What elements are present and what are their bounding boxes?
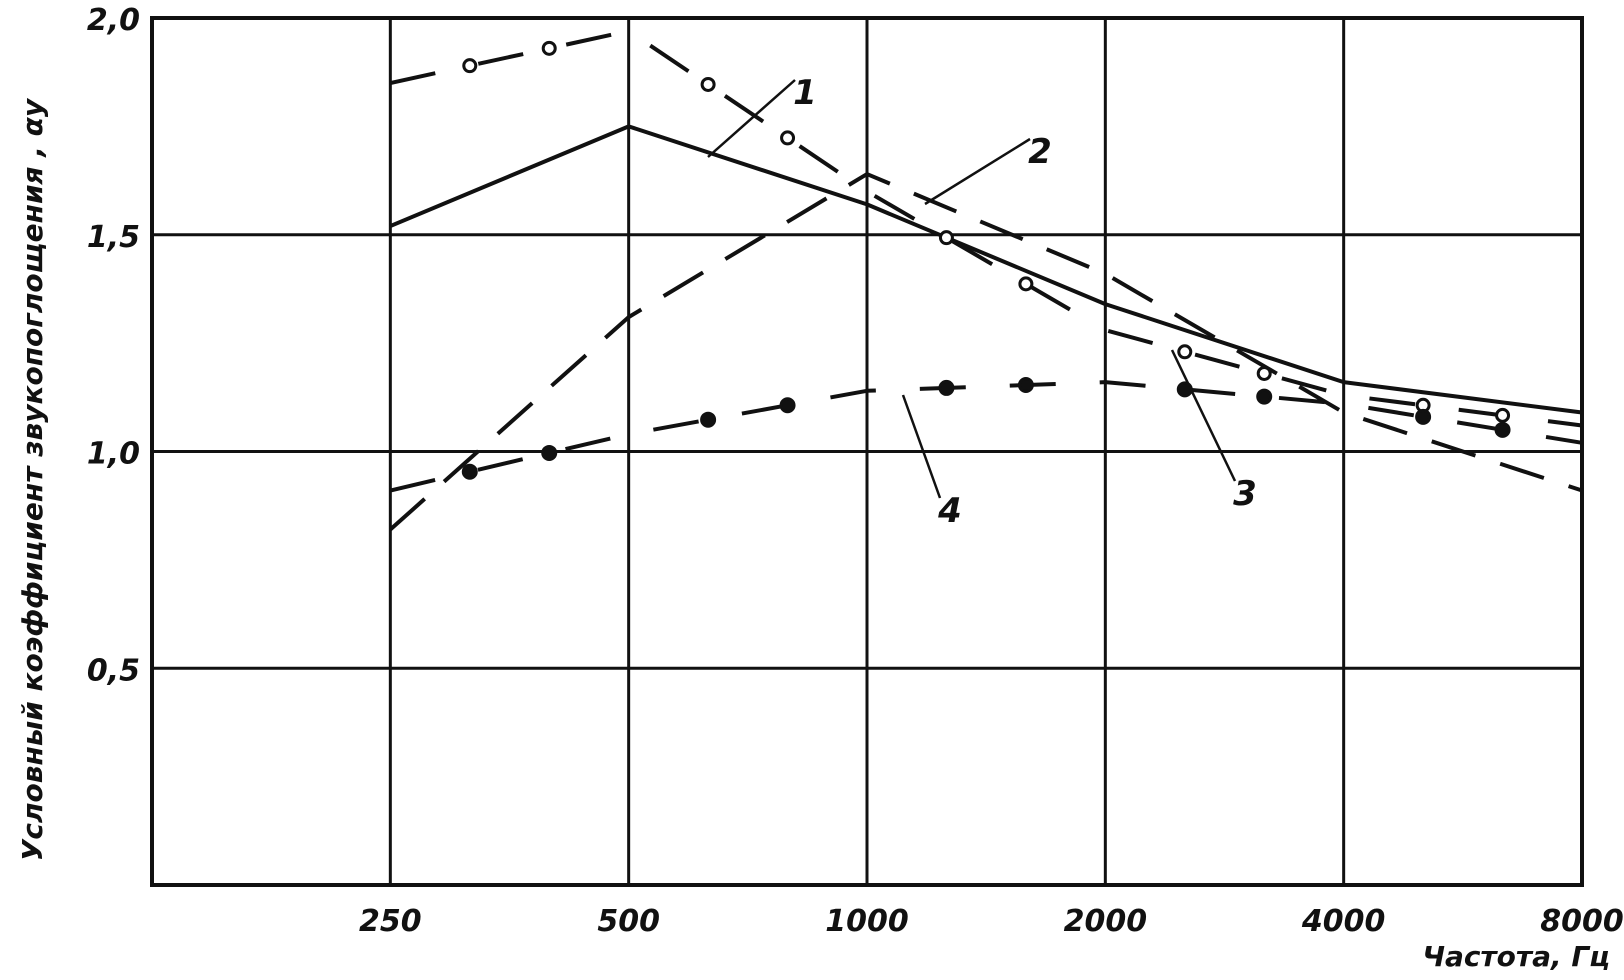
x-axis-label: Частота, Гц xyxy=(1422,940,1610,973)
y-tick-label: 0,5 xyxy=(87,653,140,688)
series-marker-4 xyxy=(1415,408,1432,425)
curve-label-leaders xyxy=(707,79,1237,499)
series-line-4 xyxy=(389,380,1583,493)
series-marker-4 xyxy=(1494,421,1511,438)
series-marker-3 xyxy=(938,230,954,246)
y-axis-label: Условный коэффициент звукопоглощения , α… xyxy=(16,97,49,861)
curve-leader-4 xyxy=(901,394,942,499)
x-tick-label: 1000 xyxy=(825,904,909,939)
x-tick-label: 8000 xyxy=(1540,904,1624,939)
curve-label-1: 1 xyxy=(793,73,817,113)
series-marker-4 xyxy=(541,444,558,461)
series-4 xyxy=(389,377,1583,493)
curve-leader-1 xyxy=(707,79,796,158)
series-marker-4 xyxy=(1256,388,1273,405)
series-marker-4 xyxy=(461,463,478,480)
curve-leader-2 xyxy=(924,137,1031,206)
series-marker-4 xyxy=(779,397,796,414)
series-marker-3 xyxy=(1256,365,1272,381)
series-marker-3 xyxy=(1177,344,1193,360)
x-tick-label: 4000 xyxy=(1301,904,1386,939)
series-1 xyxy=(389,124,1583,415)
series-marker-3 xyxy=(700,76,716,92)
series-2 xyxy=(389,172,1583,532)
curve-leader-3 xyxy=(1170,349,1237,482)
series-marker-3 xyxy=(780,130,796,146)
curve-label-2: 2 xyxy=(1028,132,1052,172)
series-line-3 xyxy=(389,29,1583,428)
grid xyxy=(150,16,1584,887)
x-tick-label: 250 xyxy=(359,904,422,939)
series-marker-3 xyxy=(1495,407,1511,423)
y-tick-label: 1,5 xyxy=(87,220,140,255)
series-line-1 xyxy=(389,124,1583,415)
x-tick-label: 500 xyxy=(597,904,660,939)
curve-labels: 1 2 3 4 xyxy=(793,73,1257,531)
tick-labels: 250 500 1000 2000 4000 8000 0,5 1,0 1,5 2,0 xyxy=(87,3,1624,939)
curve-label-3: 3 xyxy=(1233,474,1257,514)
curve-label-4: 4 xyxy=(937,491,962,531)
series-marker-3 xyxy=(1018,276,1034,292)
x-tick-label: 2000 xyxy=(1064,904,1148,939)
series-marker-4 xyxy=(700,411,717,428)
y-tick-label: 1,0 xyxy=(87,437,140,472)
series-marker-4 xyxy=(938,379,955,396)
y-tick-label: 2,0 xyxy=(87,3,140,38)
series-marker-4 xyxy=(1017,377,1034,394)
series-line-2 xyxy=(389,172,1583,532)
series-layer xyxy=(389,29,1583,532)
series-marker-3 xyxy=(541,40,557,56)
series-3 xyxy=(389,29,1583,428)
series-marker-3 xyxy=(462,58,478,74)
